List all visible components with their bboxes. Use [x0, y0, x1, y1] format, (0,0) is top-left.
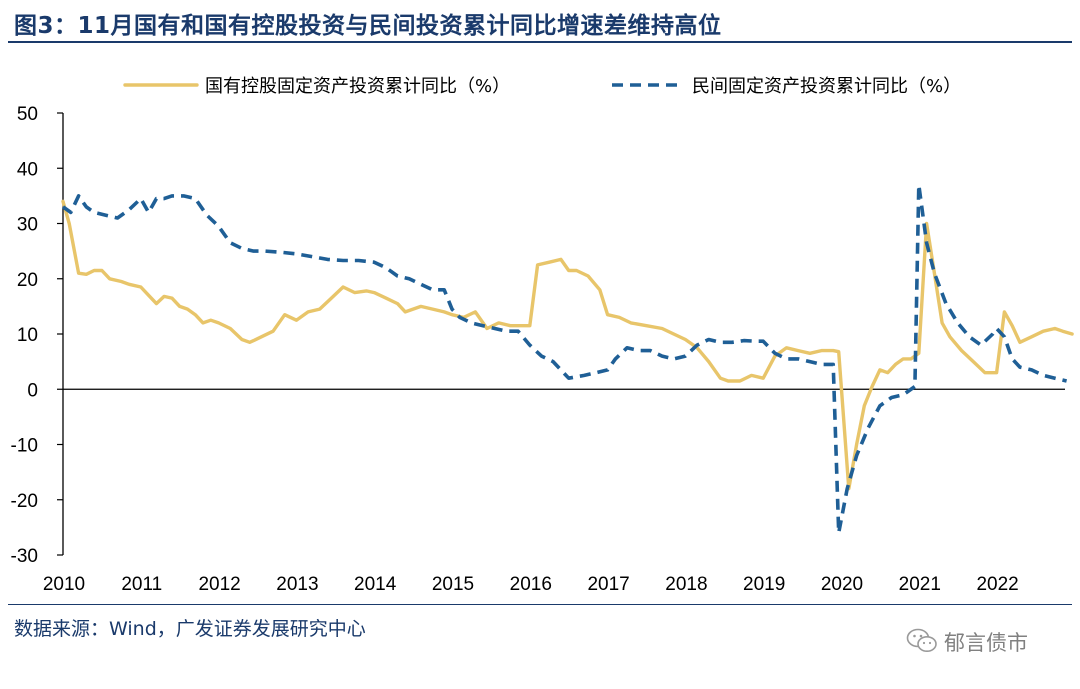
chart-legend: 国有控股固定资产投资累计同比（%） 民间固定资产投资累计同比（%）: [123, 76, 961, 97]
legend-label: 民间固定资产投资累计同比（%）: [692, 76, 961, 97]
x-tick-label: 2021: [899, 574, 941, 595]
y-tick-label: -30: [11, 546, 38, 567]
wechat-icon: [906, 628, 937, 652]
x-tick-label: 2010: [43, 574, 85, 595]
x-tick-label: 2018: [665, 574, 707, 595]
watermark: 郁言债市: [906, 623, 1071, 663]
y-tick-label: -20: [11, 491, 38, 512]
y-tick-label: 0: [27, 380, 38, 401]
x-tick-label: 2014: [354, 574, 397, 595]
legend-item-private: 民间固定资产投资累计同比（%）: [612, 76, 961, 97]
x-tick-label: 2019: [743, 574, 785, 595]
series-line-soe: [61, 199, 1074, 491]
x-tick-label: 2011: [121, 574, 162, 595]
source-divider: [8, 604, 1072, 605]
y-tick-label: -10: [11, 436, 38, 457]
legend-label: 国有控股固定资产投资累计同比（%）: [205, 76, 510, 97]
x-tick-label: 2015: [432, 574, 474, 595]
x-tick-label: 2020: [821, 574, 863, 595]
y-tick-label: 50: [17, 104, 38, 125]
watermark-text: 郁言债市: [944, 631, 1028, 655]
title-divider: [8, 41, 1072, 43]
line-chart: 国有控股固定资产投资累计同比（%） 民间固定资产投资累计同比（%） -30-20-…: [11, 76, 1074, 595]
series-line-private: [61, 183, 1068, 535]
legend-item-soe: 国有控股固定资产投资累计同比（%）: [123, 76, 510, 97]
x-tick-label: 2013: [276, 574, 318, 595]
x-tick-label: 2016: [510, 574, 552, 595]
y-tick-label: 10: [17, 325, 38, 346]
y-tick-label: 20: [17, 270, 38, 291]
chart-axes: -30 -20 -10 0 10 20 30 40 50 2010 2011 2012 2013 2014…: [11, 104, 1065, 595]
y-tick-label: 40: [17, 159, 38, 180]
chart-series-layer: [61, 183, 1074, 535]
data-source-note: 数据来源：Wind，广发证券发展研究中心: [14, 618, 366, 640]
x-tick-label: 2017: [587, 574, 629, 595]
y-tick-label: 30: [17, 215, 38, 236]
x-tick-label: 2022: [976, 574, 1018, 595]
figure-title: 图3：11月国有和国有控股投资与民间投资累计同比增速差维持高位: [14, 13, 722, 39]
x-tick-label: 2012: [198, 574, 240, 595]
